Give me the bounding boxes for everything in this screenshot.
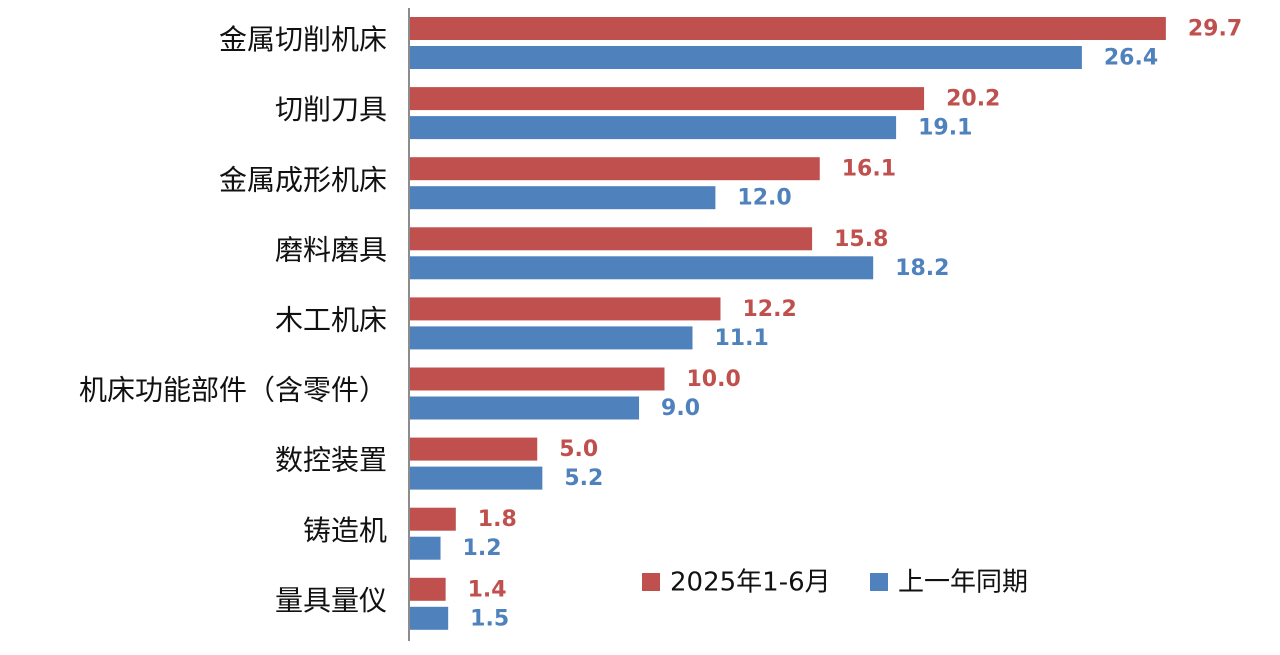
category-label: 切削刀具 bbox=[275, 93, 387, 126]
category-label: 铸造机 bbox=[303, 514, 387, 547]
bar-current-period bbox=[410, 577, 446, 601]
data-label: 12.2 bbox=[742, 297, 796, 322]
legend-label-previous: 上一年同期 bbox=[898, 568, 1028, 598]
data-label: 5.2 bbox=[564, 466, 603, 491]
category-label: 磨料磨具 bbox=[275, 233, 387, 266]
bar-previous-year bbox=[410, 396, 640, 420]
category-label: 金属切削机床 bbox=[219, 23, 387, 56]
bar-previous-year bbox=[410, 256, 874, 280]
data-label: 18.2 bbox=[895, 256, 949, 281]
bar-current-period bbox=[410, 227, 813, 251]
category-label: 机床功能部件（含零件） bbox=[79, 374, 387, 407]
data-label: 19.1 bbox=[918, 116, 972, 141]
category-label: 数控装置 bbox=[275, 444, 387, 477]
legend-swatch-current bbox=[642, 573, 660, 591]
category-label: 木工机床 bbox=[275, 303, 387, 336]
data-label: 16.1 bbox=[842, 157, 896, 182]
category-label: 量具量仪 bbox=[275, 584, 387, 617]
bar-current-period bbox=[410, 437, 538, 461]
bar-previous-year bbox=[410, 536, 441, 560]
legend-swatch-previous bbox=[870, 573, 888, 591]
data-label: 12.0 bbox=[737, 186, 791, 211]
data-label: 11.1 bbox=[714, 326, 768, 351]
bar-previous-year bbox=[410, 606, 449, 630]
data-label: 5.0 bbox=[559, 437, 598, 462]
data-label: 29.7 bbox=[1188, 17, 1242, 42]
data-label: 26.4 bbox=[1104, 46, 1158, 71]
bar-current-period bbox=[410, 157, 820, 181]
category-label: 金属成形机床 bbox=[219, 163, 387, 196]
data-label: 1.4 bbox=[468, 577, 507, 602]
bar-current-period bbox=[410, 87, 925, 111]
bar-previous-year bbox=[410, 116, 897, 140]
bar-previous-year bbox=[410, 46, 1082, 69]
data-label: 1.5 bbox=[470, 606, 509, 631]
bar-previous-year bbox=[410, 326, 693, 350]
data-label: 9.0 bbox=[661, 396, 700, 421]
bar-previous-year bbox=[410, 466, 543, 490]
bar-previous-year bbox=[410, 186, 716, 210]
data-label: 15.8 bbox=[834, 227, 888, 252]
data-label: 1.2 bbox=[463, 536, 502, 561]
bar-current-period bbox=[410, 17, 1166, 40]
bar-current-period bbox=[410, 507, 456, 531]
data-label: 1.8 bbox=[478, 507, 517, 532]
bar-current-period bbox=[410, 367, 665, 391]
legend-label-current: 2025年1-6月 bbox=[670, 568, 831, 598]
bar-current-period bbox=[410, 297, 721, 321]
data-label: 20.2 bbox=[946, 87, 1000, 112]
data-label: 10.0 bbox=[687, 367, 741, 392]
